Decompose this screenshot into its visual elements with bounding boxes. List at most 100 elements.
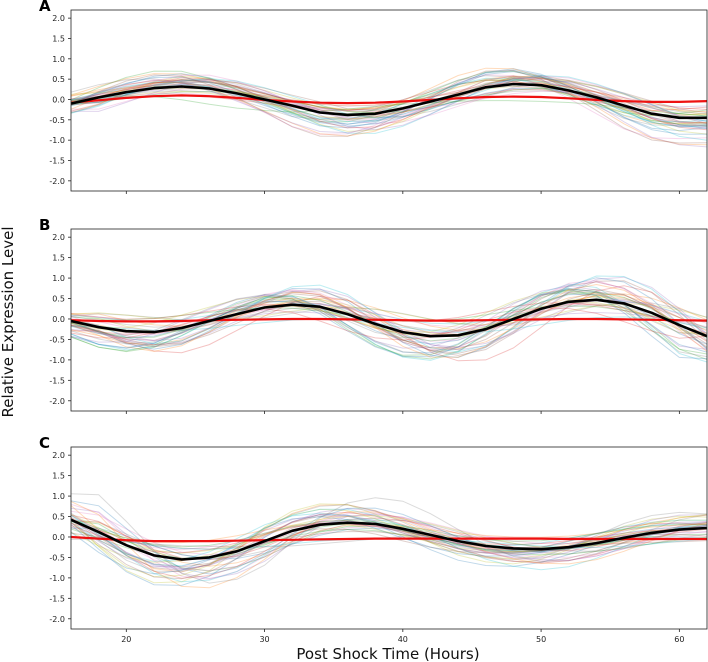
panel-b-gene-trace	[71, 279, 707, 351]
panel-b-gene-trace	[71, 316, 707, 333]
panel-c-y-tick-label: 0.0	[52, 533, 65, 542]
panel-b-y-tick-label: 0.5	[52, 295, 65, 304]
panel-c-gene-trace	[71, 519, 707, 551]
panel-a-gene-trace	[71, 67, 707, 125]
panel-c-gene-trace	[71, 526, 707, 568]
panel-b-y-tick-label: 2.0	[52, 233, 65, 242]
panel-b-y-tick-label: 1.0	[52, 274, 65, 283]
panel-a-gene-trace	[71, 85, 707, 108]
panel-a-y-tick-label: 1.5	[52, 34, 65, 43]
panel-b-y-tick-label: -1.5	[49, 376, 65, 385]
panel-b-frame	[70, 228, 708, 412]
panel-a-axes: -2.0 -1.5 -1.0 -0.5 0.0 0.5 1.0 1.5 2.0	[49, 9, 708, 194]
panel-c-y-tick-label: -0.5	[49, 553, 65, 562]
panel-a-spaghetti-lines	[71, 67, 707, 148]
panel-b-gene-trace	[71, 303, 707, 336]
panel-a-gene-trace	[71, 79, 707, 112]
panel-a-mean-line	[71, 82, 707, 120]
panel-a-gene-trace	[71, 69, 707, 144]
panel-b-gene-trace	[71, 290, 707, 356]
panel-b-gene-trace	[71, 301, 707, 327]
panel-c-gene-trace	[71, 519, 707, 548]
panel-b-gene-trace	[71, 277, 707, 358]
panel-a-gene-trace	[71, 75, 707, 124]
panel-c-frame	[70, 446, 708, 630]
panel-a-frame	[70, 9, 708, 192]
panel-b-y-tick-label: -0.5	[49, 335, 65, 344]
panel-c-gene-trace	[71, 504, 707, 573]
panel-a-y-tick-label: -2.0	[49, 177, 65, 186]
panel-c-y-tick-label: -1.0	[49, 574, 65, 583]
x-axis-title: Post Shock Time (Hours)	[296, 645, 479, 662]
panel-a-gene-trace	[71, 83, 707, 128]
panel-c-y-tick-label: 0.5	[52, 513, 65, 522]
panel-c-gene-trace	[71, 519, 707, 559]
panel-a-y-tick-label: -1.5	[49, 156, 65, 165]
panel-b-gene-trace	[71, 289, 707, 334]
panel-b-y-tick-label: -2.0	[49, 397, 65, 406]
panel-c-gene-trace	[71, 514, 707, 583]
panel-c-x-tick-label: 60	[674, 635, 684, 644]
panel-b: B -2.0 -1.5 -1.0 -0.5 0.0 0.5 1.0 1.5 2.0	[39, 216, 708, 414]
panel-b-gene-trace	[71, 285, 707, 350]
panel-b-gene-trace	[71, 285, 707, 362]
panel-b-gene-trace	[71, 275, 707, 353]
panel-a-gene-trace	[71, 76, 707, 125]
panel-b-gene-trace	[71, 295, 707, 350]
panel-c-gene-trace	[71, 493, 707, 584]
panel-c-y-tick-label: -1.5	[49, 594, 65, 603]
panel-b-gene-trace	[71, 304, 707, 332]
panel-b-gene-trace	[71, 288, 707, 360]
panel-b-gene-trace	[71, 307, 707, 341]
panel-b-spaghetti-lines	[71, 275, 707, 363]
panel-a-y-tick-label: -1.0	[49, 136, 65, 145]
panel-a-gene-trace	[71, 75, 707, 115]
panel-b-gene-trace	[71, 293, 707, 331]
panel-c-gene-trace	[71, 520, 707, 572]
panel-a-y-tick-label: -0.5	[49, 116, 65, 125]
panel-b-gene-trace	[71, 288, 707, 360]
panel-c-gene-trace	[71, 514, 707, 568]
panel-c-gene-trace	[71, 514, 707, 586]
panel-b-gene-trace	[71, 288, 707, 358]
panel-c-axes: -2.0 -1.5 -1.0 -0.5 0.0 0.5 1.0 1.5 2.0 20 30 40 50 6…	[49, 446, 708, 644]
panel-a-gene-trace	[71, 75, 707, 127]
panel-a-gene-trace	[71, 75, 707, 146]
panel-c-gene-trace	[71, 513, 707, 554]
panel-c-gene-trace	[71, 504, 707, 573]
panel-a-y-tick-label: 2.0	[52, 14, 65, 23]
panel-c-y-tick-label: 1.5	[52, 472, 65, 481]
panel-b-gene-trace	[71, 291, 707, 354]
panel-a-gene-trace	[71, 77, 707, 131]
panel-a-gene-trace	[71, 71, 707, 135]
panel-c-y-tick-label: -2.0	[49, 615, 65, 624]
panel-a-gene-trace	[71, 77, 707, 123]
panel-a-gene-trace	[71, 78, 707, 122]
panel-b-gene-trace	[71, 292, 707, 338]
panel-a-gene-trace	[71, 68, 707, 132]
panel-b-axes: -2.0 -1.5 -1.0 -0.5 0.0 0.5 1.0 1.5 2.0	[49, 228, 708, 414]
panel-a-letter: A	[39, 0, 51, 15]
panel-b-y-tick-label: 0.0	[52, 315, 65, 324]
panel-b-gene-trace	[71, 287, 707, 354]
panel-b-series	[71, 298, 707, 338]
panel-a-y-tick-label: 0.5	[52, 75, 65, 84]
panel-b-gene-trace	[71, 281, 707, 349]
panel-c-gene-trace	[71, 501, 707, 589]
panel-a-gene-trace	[71, 95, 707, 117]
panel-b-fit-line	[71, 317, 707, 323]
panel-c-gene-trace	[71, 503, 707, 584]
panel-b-y-tick-label: -1.0	[49, 356, 65, 365]
panel-a: A -2.0 -1.5 -1.0 -0.5 0.0 0.5 1.0 1.5 2.0	[39, 0, 708, 194]
panel-b-gene-trace	[71, 283, 707, 363]
panel-a-gene-trace	[71, 79, 707, 111]
panel-a-gene-trace	[71, 77, 707, 114]
panel-b-letter: B	[39, 216, 50, 234]
panel-c-x-tick-label: 20	[121, 635, 131, 644]
panel-b-gene-trace	[71, 293, 707, 345]
panel-c-y-tick-label: 1.0	[52, 492, 65, 501]
panel-a-gene-trace	[71, 74, 707, 140]
panel-c-gene-trace	[71, 523, 707, 554]
panel-a-y-tick-label: 1.0	[52, 55, 65, 64]
